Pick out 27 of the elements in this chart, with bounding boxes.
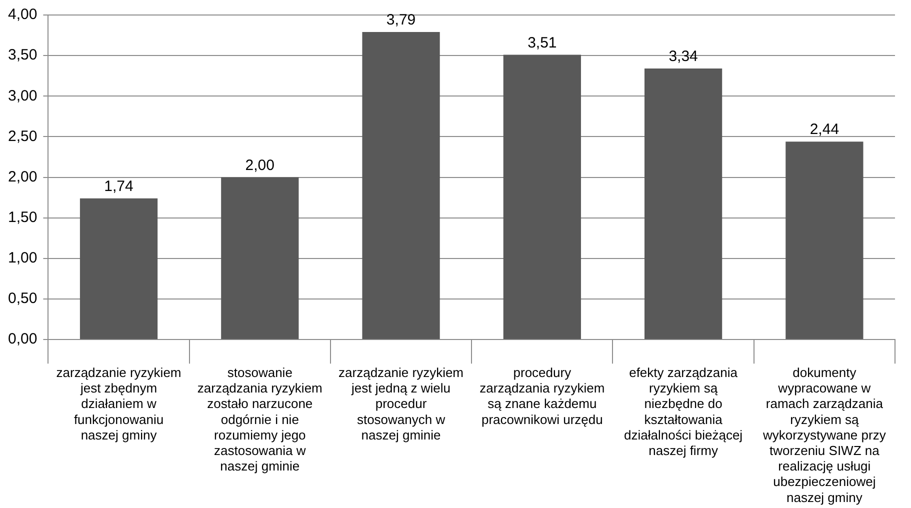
y-tick-label: 3,50 xyxy=(8,46,38,64)
data-label: 2,44 xyxy=(810,121,840,138)
y-tick-label: 0,50 xyxy=(8,290,38,308)
bar xyxy=(221,177,299,340)
y-tick-label: 2,50 xyxy=(8,128,38,145)
y-tick-label: 1,50 xyxy=(8,209,38,226)
y-tick-label: 1,00 xyxy=(8,250,38,267)
y-tick-label: 0,00 xyxy=(8,330,38,348)
data-label: 3,34 xyxy=(668,48,698,66)
bar xyxy=(503,54,581,340)
x-tick-label: stosowanie zarządzania ryzykiem zostało narzucone odgórnie i nie rozumiemy jego zastosowania w naszej gminie xyxy=(197,364,322,474)
x-tick-label: procedury zarządzania ryzykiem są znane każdemu pracownikowi urzędu xyxy=(480,364,605,427)
category-label: dokumenty wypracowane w ramach zarządzania ryzykiem są wykorzystywane przy tworzeniu SIWZ na realizację usługi ubezpieczeniowej naszej gminy xyxy=(763,364,886,505)
x-tick-label: efekty zarządzania ryzykiem są niezbędne do kształtowania działalności bieżącej naszej firmy xyxy=(624,364,743,458)
bar xyxy=(786,142,864,340)
y-tick-label: 4,00 xyxy=(8,6,38,24)
x-tick-label: zarządzanie ryzykiem jest jedną z wielu procedur stosowanych w naszej gminie xyxy=(338,364,464,442)
x-tick-label: zarządzanie ryzykiem jest zbędnym działaniem w funkcjonowaniu naszej gminy xyxy=(56,364,182,442)
bar xyxy=(362,32,440,340)
bar xyxy=(80,198,158,340)
y-tick-label: 3,00 xyxy=(8,87,38,104)
data-label: 2,00 xyxy=(245,156,274,174)
data-label: 3,51 xyxy=(528,34,557,52)
y-tick-label: 2,00 xyxy=(8,168,38,186)
data-label: 1,74 xyxy=(104,178,134,196)
data-label: 3,79 xyxy=(386,12,416,29)
bar xyxy=(644,68,722,340)
